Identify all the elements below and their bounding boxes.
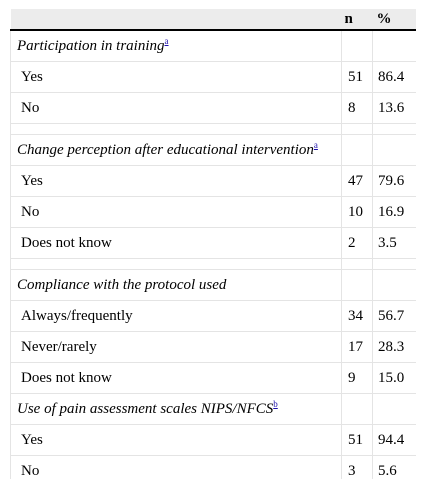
row-label: No [10,455,342,479]
spacer-row [10,258,416,270]
table-row: Does not know 2 3.5 [10,227,416,259]
row-label: Yes [10,424,342,456]
row-n: 8 [341,92,373,124]
row-pct: 86.4 [372,61,416,93]
section-row: Compliance with the protocol used [10,269,416,301]
section-row: Use of pain assessment scales NIPS/NFCSb [10,393,416,425]
table-row: Yes 51 86.4 [10,61,416,93]
results-table-container: n % Participation in traininga Yes 51 86… [10,9,416,479]
section-row: Participation in traininga [10,30,416,62]
table-row: No 10 16.9 [10,196,416,228]
row-n: 3 [341,455,373,479]
header-label [10,9,342,31]
header-pct: % [372,9,416,31]
table-row: No 8 13.6 [10,92,416,124]
footnote-link[interactable]: a [164,35,169,46]
section-title: Change perception after educational inte… [10,134,342,166]
row-pct: 13.6 [372,92,416,124]
row-n: 17 [341,331,373,363]
row-pct: 3.5 [372,227,416,259]
section-title: Participation in traininga [10,30,342,62]
row-pct: 16.9 [372,196,416,228]
section-title: Compliance with the protocol used [10,269,342,301]
row-n: 34 [341,300,373,332]
table-row: No 3 5.6 [10,455,416,479]
table-row: Does not know 9 15.0 [10,362,416,394]
section-row: Change perception after educational inte… [10,134,416,166]
row-pct: 79.6 [372,165,416,197]
row-pct: 28.3 [372,331,416,363]
spacer-row [10,123,416,135]
results-table: n % Participation in traininga Yes 51 86… [10,9,416,479]
row-n: 10 [341,196,373,228]
row-label: No [10,92,342,124]
row-label: Never/rarely [10,331,342,363]
table-row: Always/frequently 34 56.7 [10,300,416,332]
row-pct: 15.0 [372,362,416,394]
row-n: 2 [341,227,373,259]
table-body: Participation in traininga Yes 51 86.4 N… [10,30,416,479]
row-n: 51 [341,424,373,456]
table-row: Yes 47 79.6 [10,165,416,197]
row-label: Yes [10,61,342,93]
section-title: Use of pain assessment scales NIPS/NFCSb [10,393,342,425]
table-row: Never/rarely 17 28.3 [10,331,416,363]
row-label: Always/frequently [10,300,342,332]
row-n: 47 [341,165,373,197]
footnote-link[interactable]: b [273,398,278,409]
header-n: n [341,9,373,31]
footnote-link[interactable]: a [313,139,318,150]
row-label: No [10,196,342,228]
row-label: Does not know [10,362,342,394]
row-pct: 56.7 [372,300,416,332]
row-label: Yes [10,165,342,197]
row-n: 51 [341,61,373,93]
row-pct: 5.6 [372,455,416,479]
table-header-row: n % [10,9,416,31]
row-pct: 94.4 [372,424,416,456]
row-label: Does not know [10,227,342,259]
table-row: Yes 51 94.4 [10,424,416,456]
row-n: 9 [341,362,373,394]
